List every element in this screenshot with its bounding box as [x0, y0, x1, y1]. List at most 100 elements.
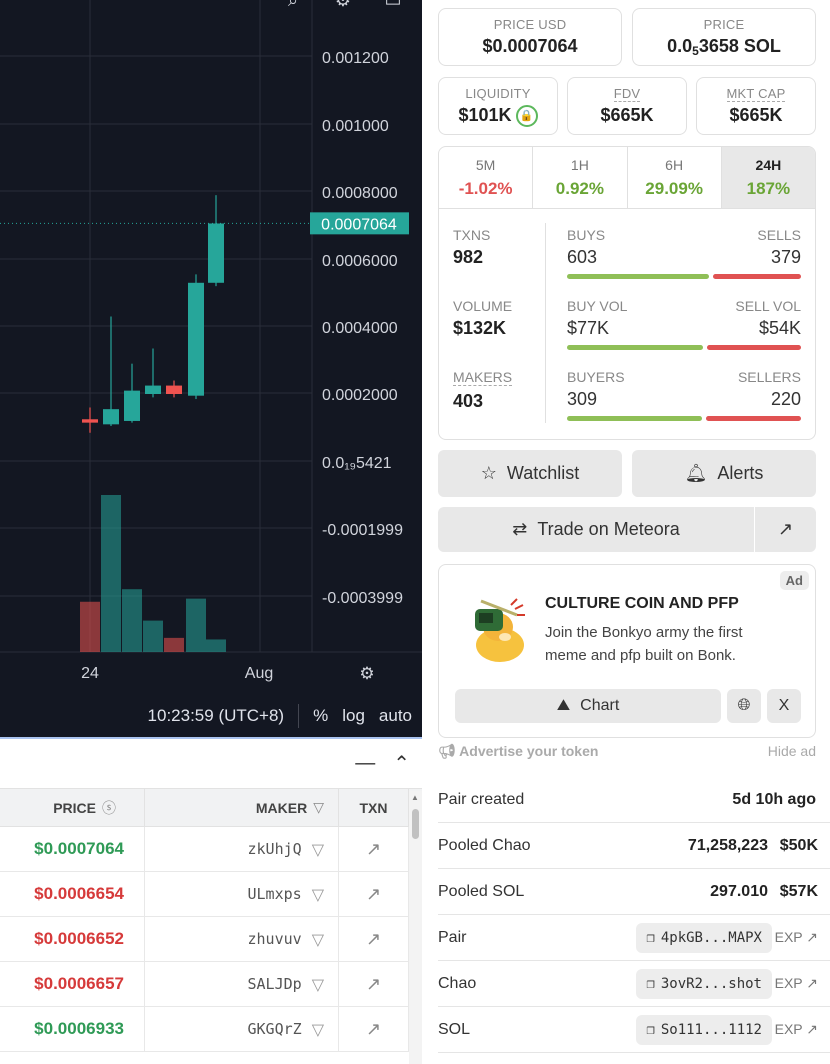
sell-vol-label: SELL VOL	[735, 298, 801, 314]
price-column-header[interactable]: PRICE ⓢ	[0, 789, 145, 826]
mktcap-label: MKT CAP	[697, 86, 815, 102]
txns-total: TXNS 982	[453, 227, 490, 268]
filter-icon[interactable]: ▽	[311, 929, 324, 949]
current-price-label: 0.0007064	[321, 216, 397, 233]
chao-explorer-link[interactable]: EXP ↗	[772, 975, 830, 992]
chao-address-copy-button[interactable]: ❐ 3ovR2...shot	[636, 968, 772, 999]
chart-image-icon: ⛰	[556, 697, 571, 714]
trades-scrollbar[interactable]: ▲	[409, 791, 422, 1064]
buys-sells-ratio-bar	[567, 274, 801, 279]
sell-vol-bar	[707, 345, 801, 350]
ad-description: Join the Bonkyo army the first meme and …	[545, 624, 743, 664]
ad-x-button[interactable]: X	[767, 689, 801, 723]
time-tick-label: Aug	[245, 665, 273, 682]
maker-address[interactable]: zhuvuv	[247, 930, 302, 948]
txn-column-header: TXN	[339, 789, 409, 826]
external-link-icon[interactable]: ↗	[339, 827, 409, 871]
trade-price: $0.0007064	[0, 827, 145, 871]
price-chart-panel[interactable]: ⌕ ⚙ ▭ 0.001200 0.001000 0.0008000 0.0006000…	[0, 0, 422, 737]
external-link-icon: ↗	[806, 929, 818, 945]
watchlist-label: Watchlist	[506, 463, 580, 483]
advertise-link[interactable]: 📢︎ Advertise your token	[438, 743, 598, 760]
chao-address-row: Chao ❐ 3ovR2...shot EXP ↗	[438, 961, 830, 1007]
auto-toggle[interactable]: auto	[378, 706, 412, 725]
fdv-value: $665K	[600, 105, 654, 125]
mktcap-label-text[interactable]: MKT CAP	[726, 86, 786, 102]
tab-5m[interactable]: 5M -1.02%	[439, 147, 534, 208]
price-usd-value: $0.0007064	[482, 36, 578, 56]
tab-6h[interactable]: 6H 29.09%	[628, 147, 722, 208]
axis-settings-icon[interactable]: ⚙	[359, 664, 374, 684]
lock-icon[interactable]: 🔒	[515, 105, 538, 128]
external-link-icon[interactable]: ↗	[339, 962, 409, 1006]
maker-address[interactable]: ULmxps	[247, 885, 302, 903]
alerts-label: Alerts	[717, 463, 764, 483]
alerts-button[interactable]: 🔔︎ Alerts	[632, 450, 816, 497]
tab-24h[interactable]: 24H 187%	[721, 147, 815, 208]
percent-toggle[interactable]: %	[313, 706, 329, 725]
scroll-up-arrow-icon[interactable]: ▲	[411, 793, 419, 802]
fdv-label-text[interactable]: FDV	[613, 86, 641, 102]
expand-icon[interactable]: ⌃	[393, 753, 410, 775]
volume-bar	[143, 620, 163, 652]
price-tick-label: 0.0002000	[322, 387, 398, 404]
trade-on-meteora-button[interactable]: ⇄ Trade on Meteora	[438, 507, 754, 552]
txns-row: TXNS 982 BUYS SELLS 603 379	[439, 209, 815, 279]
watchlist-button[interactable]: ☆ Watchlist	[438, 450, 622, 497]
makers-row: MAKERS 403 BUYERS SELLERS 309 220	[439, 351, 815, 421]
sol-address-copy-button[interactable]: ❐ So111...1112	[636, 1014, 772, 1045]
candlestick-chart[interactable]: 0.001200 0.001000 0.0008000 0.0006000 0.0004…	[0, 0, 422, 695]
minimize-icon[interactable]: —	[355, 752, 376, 774]
filter-icon[interactable]: ▽	[311, 1019, 324, 1039]
stats-box: 5M -1.02% 1H 0.92% 6H 29.09% 24H 187%	[438, 146, 816, 440]
stats-divider	[545, 223, 546, 423]
copy-icon: ❐	[646, 929, 655, 946]
tab-24h-change: 187%	[746, 179, 791, 198]
tab-1h[interactable]: 1H 0.92%	[533, 147, 628, 208]
ad-chart-button[interactable]: ⛰ Chart	[455, 689, 721, 723]
volume-bar	[206, 639, 226, 652]
filter-icon[interactable]: ▽	[311, 839, 324, 859]
hide-ad-link[interactable]: Hide ad	[767, 743, 816, 759]
search-icon[interactable]: ⌕	[287, 0, 299, 10]
exp-label: EXP	[774, 975, 803, 991]
price-tick-label: 0.001000	[322, 118, 389, 135]
external-link-icon[interactable]: ↗	[339, 917, 409, 961]
maker-address[interactable]: SALJDp	[247, 975, 302, 993]
filter-icon[interactable]: ▽	[311, 884, 324, 904]
external-link-icon[interactable]: ↗	[339, 872, 409, 916]
volume-label: VOLUME	[453, 298, 513, 314]
txns-split: BUYS SELLS 603 379	[567, 227, 801, 279]
buys-label: BUYS	[567, 227, 606, 243]
sol-explorer-link[interactable]: EXP ↗	[772, 1021, 830, 1038]
pair-address-copy-button[interactable]: ❐ 4pkGB...MAPX	[636, 922, 772, 953]
gear-icon[interactable]: ⚙	[334, 0, 352, 10]
open-dex-external-button[interactable]: ↗	[755, 507, 816, 552]
ad-website-button[interactable]: 🌐︎	[727, 689, 761, 723]
scrollbar-thumb[interactable]	[412, 809, 419, 839]
trade-label: Trade on Meteora	[537, 519, 680, 539]
pair-created-label: Pair created	[438, 790, 525, 808]
table-row: $0.0006933 GKGQrZ ▽ ↗	[0, 1007, 422, 1052]
camera-icon[interactable]: ▭	[384, 0, 402, 10]
log-toggle[interactable]: log	[342, 706, 365, 725]
sellers-bar	[706, 416, 801, 421]
fdv-card: FDV $665K	[567, 77, 687, 135]
external-link-icon[interactable]: ↗	[339, 1007, 409, 1051]
pooled-chao-label: Pooled Chao	[438, 836, 531, 854]
tab-6h-change: 29.09%	[645, 179, 703, 198]
trades-table-body: $0.0007064 zkUhjQ ▽ ↗ $0.0006654 ULmxps ▽ …	[0, 827, 422, 1052]
stats-body: TXNS 982 BUYS SELLS 603 379 VOLUME $132K	[439, 209, 815, 439]
pair-explorer-link[interactable]: EXP ↗	[772, 929, 830, 946]
price-sol-value: 0.053658 SOL	[633, 36, 815, 58]
trade-maker: GKGQrZ ▽	[145, 1007, 339, 1051]
maker-address[interactable]: GKGQrZ	[247, 1020, 302, 1038]
maker-address[interactable]: zkUhjQ	[247, 840, 302, 858]
external-link-icon: ↗	[777, 519, 794, 539]
filter-icon[interactable]: ▽	[311, 974, 324, 994]
dollar-circle-icon[interactable]: ⓢ	[102, 799, 116, 816]
filter-icon[interactable]: ▽	[313, 799, 324, 815]
makers-label[interactable]: MAKERS	[453, 369, 513, 386]
copy-icon: ❐	[646, 975, 655, 992]
bell-icon: 🔔︎	[684, 463, 708, 483]
